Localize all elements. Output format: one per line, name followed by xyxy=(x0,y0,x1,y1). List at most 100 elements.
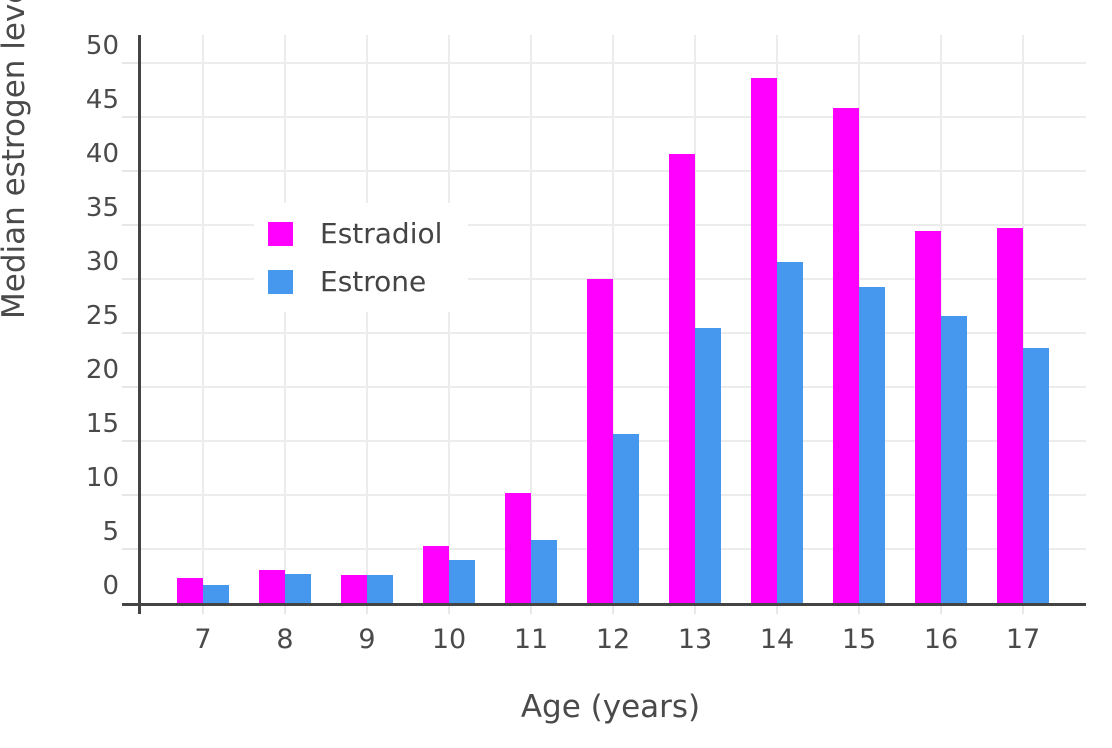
y-tick-label-30: 30 xyxy=(85,247,119,278)
bar-estradiol-age-13[interactable] xyxy=(669,153,695,603)
x-tick-mark-age-17 xyxy=(1022,606,1024,614)
x-tick-mark-age-16 xyxy=(940,606,942,614)
bar-estrone-age-7[interactable] xyxy=(203,584,229,603)
x-tick-mark-age-15 xyxy=(858,606,860,614)
x-tick-label-age-17: 17 xyxy=(1005,624,1041,655)
bar-group-age-9: 9 xyxy=(326,35,408,655)
y-tick-mark-50 xyxy=(122,62,138,65)
y-tick-label-5: 5 xyxy=(102,517,119,548)
bar-group-age-17: 17 xyxy=(982,35,1064,655)
bar-groups: 7 8 9 10 11 12 13 14 15 16 17 xyxy=(141,35,1086,655)
bar-estrone-age-16[interactable] xyxy=(941,315,967,603)
y-axis-title: Median estrogen levels (pg/mL) xyxy=(0,0,32,319)
estradiol-swatch-icon xyxy=(268,221,293,246)
bar-group-age-11: 11 xyxy=(490,35,572,655)
bar-pair-age-16 xyxy=(915,230,967,603)
bar-estradiol-age-16[interactable] xyxy=(915,230,941,603)
y-tick-label-20: 20 xyxy=(85,355,119,386)
x-tick-label-age-14: 14 xyxy=(759,624,795,655)
legend-item-estradiol[interactable]: Estradiol xyxy=(268,217,442,250)
x-tick-label-age-11: 11 xyxy=(513,624,549,655)
y-tick-label-10: 10 xyxy=(85,463,119,494)
bar-estrone-age-15[interactable] xyxy=(859,286,885,603)
bar-pair-age-15 xyxy=(833,108,885,603)
x-tick-label-age-15: 15 xyxy=(841,624,877,655)
bar-estrone-age-8[interactable] xyxy=(285,573,311,603)
bar-estrone-age-14[interactable] xyxy=(777,261,803,603)
bar-pair-age-8 xyxy=(259,569,311,603)
v-gridline-age-8 xyxy=(284,35,286,603)
bar-pair-age-7 xyxy=(177,578,229,603)
plot-area: 0 5 10 15 20 25 30 35 40 45 50 7 8 9 10 11 12 13 14 15 16 17… xyxy=(86,31,1086,655)
x-tick-mark-age-10 xyxy=(448,606,450,614)
x-tick-mark-age-9 xyxy=(366,606,368,614)
bar-estrone-age-17[interactable] xyxy=(1023,348,1049,603)
bar-estradiol-age-7[interactable] xyxy=(177,578,203,603)
bar-pair-age-14 xyxy=(751,78,803,603)
bar-pair-age-10 xyxy=(423,545,475,603)
bar-estrone-age-9[interactable] xyxy=(367,574,393,603)
bar-group-age-8: 8 xyxy=(244,35,326,655)
bar-estradiol-age-10[interactable] xyxy=(423,545,449,603)
x-tick-label-age-16: 16 xyxy=(923,624,959,655)
x-tick-label-age-9: 9 xyxy=(358,624,376,655)
bar-estrone-age-11[interactable] xyxy=(531,540,557,603)
bar-estrone-age-12[interactable] xyxy=(613,433,639,603)
y-tick-mark-35 xyxy=(122,224,138,227)
legend: Estradiol Estrone xyxy=(254,203,469,312)
x-tick-mark-age-14 xyxy=(776,606,778,614)
bar-estrone-age-10[interactable] xyxy=(449,559,475,603)
bar-group-age-7: 7 xyxy=(162,35,244,655)
y-tick-label-25: 25 xyxy=(85,301,119,332)
x-tick-label-age-8: 8 xyxy=(276,624,294,655)
bar-estradiol-age-15[interactable] xyxy=(833,108,859,603)
x-tick-mark-age-8 xyxy=(284,606,286,614)
x-axis-title: Age (years) xyxy=(520,689,701,725)
x-tick-mark-age-12 xyxy=(612,606,614,614)
bar-estradiol-age-11[interactable] xyxy=(505,492,531,603)
y-tick-mark-15 xyxy=(122,440,138,443)
y-tick-label-35: 35 xyxy=(85,193,119,224)
legend-item-estrone[interactable]: Estrone xyxy=(268,265,442,298)
y-tick-mark-20 xyxy=(122,386,138,389)
bar-estradiol-age-17[interactable] xyxy=(997,228,1023,603)
bar-group-age-14: 14 xyxy=(736,35,818,655)
bar-pair-age-11 xyxy=(505,492,557,603)
v-gridline-age-10 xyxy=(448,35,450,603)
y-tick-label-0: 0 xyxy=(102,571,119,601)
y-tick-mark-30 xyxy=(122,278,138,281)
bar-pair-age-17 xyxy=(997,228,1049,603)
y-tick-label-40: 40 xyxy=(85,139,119,170)
y-tick-mark-25 xyxy=(122,332,138,335)
y-tick-label-15: 15 xyxy=(85,409,119,440)
y-tick-label-50: 50 xyxy=(85,31,119,62)
bar-group-age-10: 10 xyxy=(408,35,490,655)
v-gridline-age-13 xyxy=(694,35,696,603)
bar-estradiol-age-9[interactable] xyxy=(341,574,367,603)
x-tick-label-age-7: 7 xyxy=(194,624,212,655)
bar-estrone-age-13[interactable] xyxy=(695,327,721,603)
legend-label-estrone: Estrone xyxy=(320,265,427,298)
x-tick-mark-age-13 xyxy=(694,606,696,614)
y-tick-label-45: 45 xyxy=(85,85,119,116)
bar-pair-age-13 xyxy=(669,153,721,603)
bar-estradiol-age-14[interactable] xyxy=(751,78,777,603)
v-gridline-age-9 xyxy=(366,35,368,603)
y-tick-mark-45 xyxy=(122,116,138,119)
v-gridline-age-11 xyxy=(530,35,532,603)
x-tick-mark-age-7 xyxy=(202,606,204,614)
x-tick-label-age-12: 12 xyxy=(595,624,631,655)
bar-pair-age-9 xyxy=(341,574,393,603)
v-gridline-age-7 xyxy=(202,35,204,603)
bar-group-age-15: 15 xyxy=(818,35,900,655)
bar-group-age-16: 16 xyxy=(900,35,982,655)
bar-estradiol-age-12[interactable] xyxy=(587,279,613,603)
bar-estradiol-age-8[interactable] xyxy=(259,569,285,603)
bar-group-age-12: 12 xyxy=(572,35,654,655)
bar-pair-age-12 xyxy=(587,279,639,603)
v-gridline-age-17 xyxy=(1022,35,1024,603)
legend-label-estradiol: Estradiol xyxy=(320,217,443,250)
y-axis-zero-tick xyxy=(122,603,138,606)
x-tick-label-age-10: 10 xyxy=(431,624,467,655)
